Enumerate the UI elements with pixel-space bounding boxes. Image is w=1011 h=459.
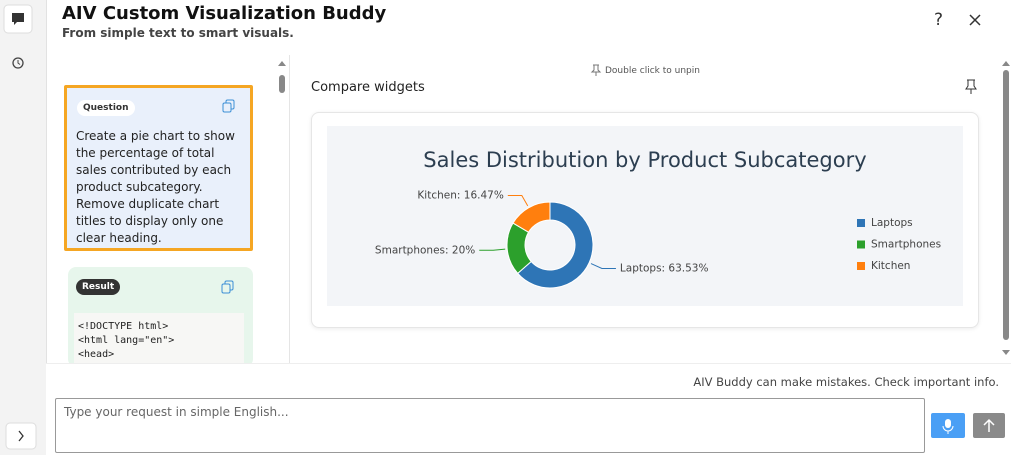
input-buttons xyxy=(931,413,1005,438)
right-scrollbar[interactable] xyxy=(1000,58,1011,363)
pin-icon xyxy=(590,64,602,76)
data-label: Laptops: 63.53% xyxy=(620,263,709,275)
sidebar-icons xyxy=(3,4,37,450)
pin-button[interactable] xyxy=(964,79,978,95)
code-line: <html lang="en"> xyxy=(78,335,175,346)
leader-line xyxy=(507,194,529,207)
request-input[interactable]: Type your request in simple English... xyxy=(55,398,925,453)
divider xyxy=(289,55,290,363)
disclaimer: AIV Buddy can make mistakes. Check impor… xyxy=(693,375,999,389)
legend-label: Laptops xyxy=(871,217,913,229)
history-button[interactable] xyxy=(12,57,24,69)
legend-label: Smartphones xyxy=(871,239,941,251)
sidebar xyxy=(0,0,47,455)
pin-hint: Double click to unpin xyxy=(605,66,700,76)
left-scrollbar[interactable] xyxy=(276,58,288,363)
data-label: Kitchen: 16.47% xyxy=(417,189,503,201)
chart-title: Sales Distribution by Product Subcategor… xyxy=(423,148,866,172)
expand-button[interactable] xyxy=(5,422,37,450)
chart: Sales Distribution by Product Subcategor… xyxy=(327,126,963,306)
code-line: <!DOCTYPE html> xyxy=(78,321,169,332)
app-subtitle: From simple text to smart visuals. xyxy=(62,26,294,40)
legend-swatch xyxy=(857,219,865,227)
legend-swatch xyxy=(857,262,865,270)
legend-swatch xyxy=(857,240,865,249)
result-card: Result <!DOCTYPE html> <html lang="en"> <h… xyxy=(68,267,253,369)
question-card: Question Create a pie chart to show the … xyxy=(64,85,253,251)
copy-button[interactable] xyxy=(222,99,236,113)
leader-line xyxy=(590,263,616,270)
copy-button[interactable] xyxy=(221,280,235,294)
code-block: <!DOCTYPE html> <html lang="en"> <head> xyxy=(74,313,244,369)
pie-slice xyxy=(512,201,551,233)
widget-card: Sales Distribution by Product Subcategor… xyxy=(311,112,979,328)
data-label: Smartphones: 20% xyxy=(375,244,475,256)
pie-slice xyxy=(516,201,594,289)
question-tag: Question xyxy=(77,100,135,116)
chart-background xyxy=(327,126,963,306)
question-text: Create a pie chart to show the percentag… xyxy=(76,129,235,245)
app-title: AIV Custom Visualization Buddy xyxy=(62,3,387,24)
widget-title: Compare widgets xyxy=(311,80,425,95)
leader-line xyxy=(479,248,506,251)
code-line: <head> xyxy=(78,349,115,360)
help-button[interactable]: ? xyxy=(934,10,944,30)
close-button[interactable] xyxy=(968,13,982,27)
result-tag: Result xyxy=(76,279,121,295)
bottom-bar xyxy=(46,363,1011,456)
legend-label: Kitchen xyxy=(871,260,910,272)
